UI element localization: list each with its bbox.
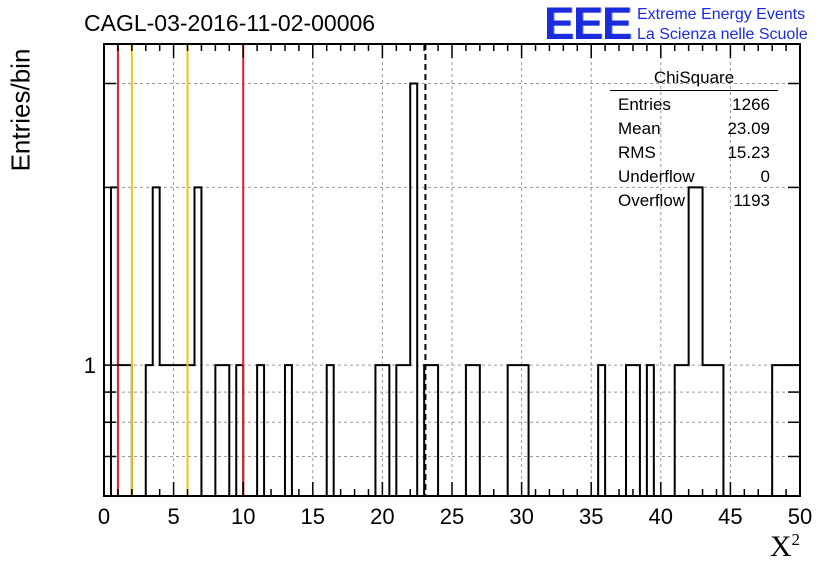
histogram-bin (515, 365, 522, 496)
histogram-bin (779, 365, 786, 496)
histogram-bin (236, 365, 243, 496)
histogram-bin (786, 365, 793, 496)
histogram-bin (710, 365, 717, 496)
x-axis-label-base: X (769, 530, 792, 563)
stats-value: 23.09 (727, 119, 770, 138)
x-tick-label: 35 (579, 504, 603, 529)
histogram-bin (626, 365, 633, 496)
x-axis-label: X2 (770, 530, 800, 564)
histogram-bin (174, 365, 181, 496)
histogram-bin (188, 365, 195, 496)
histogram-bin (327, 365, 334, 496)
stats-row-rms: RMS 15.23 (610, 141, 778, 165)
histogram-bin (403, 365, 410, 496)
histogram-bin (696, 187, 703, 496)
stats-label: Entries (618, 95, 671, 114)
histogram-bin (716, 365, 723, 496)
histogram-bin (410, 84, 417, 496)
histogram-bin (194, 187, 201, 496)
histogram-bin (793, 365, 800, 496)
stats-label: Overflow (618, 191, 686, 210)
stats-row-mean: Mean 23.09 (610, 117, 778, 141)
stats-label: Mean (618, 119, 661, 138)
histogram-bin (633, 365, 640, 496)
x-tick-label: 10 (231, 504, 255, 529)
histogram-bin (146, 365, 153, 496)
histogram-bin (473, 365, 480, 496)
histogram-bin (598, 365, 605, 496)
histogram-bin (285, 365, 292, 496)
histogram-bin (703, 365, 710, 496)
histogram-bin (153, 187, 160, 496)
histogram-bin (160, 365, 167, 496)
x-tick-label: 45 (718, 504, 742, 529)
histogram-bin (118, 365, 125, 496)
histogram-bin (125, 365, 132, 496)
x-tick-label: 40 (649, 504, 673, 529)
histogram-bin (431, 365, 438, 496)
x-tick-label: 25 (440, 504, 464, 529)
stats-box: ChiSquare Entries 1266 Mean 23.09 RMS 15… (610, 68, 778, 213)
stats-label: RMS (618, 143, 656, 162)
stats-box-title: ChiSquare (610, 68, 778, 91)
stats-row-entries: Entries 1266 (610, 93, 778, 117)
logo-line-1: Extreme Energy Events (637, 6, 806, 23)
histogram-bin (215, 365, 222, 496)
y-axis-label: Entries/bin (5, 48, 36, 172)
histogram-bin (396, 365, 403, 496)
x-tick-label: 20 (370, 504, 394, 529)
x-tick-label: 50 (788, 504, 812, 529)
histogram-bin (222, 365, 229, 496)
x-axis-label-superscript: 2 (791, 530, 801, 549)
x-tick-label: 15 (301, 504, 325, 529)
chart-title: CAGL-03-2016-11-02-00006 (84, 10, 376, 36)
histogram-bin (257, 365, 264, 496)
histogram-bin (375, 365, 382, 496)
x-tick-label: 0 (98, 504, 110, 529)
x-tick-label: 30 (509, 504, 533, 529)
histogram-bin (508, 365, 515, 496)
histogram-bin (382, 365, 389, 496)
y-tick-label: 1 (84, 353, 96, 378)
stats-value: 1193 (733, 191, 770, 210)
histogram-bin (167, 365, 174, 496)
stats-value: 15.23 (727, 143, 770, 162)
stats-value: 0 (760, 167, 770, 186)
stats-row-overflow: Overflow 1193 (610, 189, 778, 213)
stats-value: 1266 (732, 95, 770, 114)
eee-logo-text: Extreme Energy Events La Scienza nelle S… (637, 5, 808, 45)
y-axis-label-box: Entries/bin (6, 40, 36, 180)
stats-row-underflow: Underflow 0 (610, 165, 778, 189)
histogram-bin (772, 365, 779, 496)
histogram-bin (111, 187, 118, 496)
histogram-bin (689, 187, 696, 496)
logo-line-2: La Scienza nelle Scuole (637, 26, 808, 43)
histogram-bin (466, 365, 473, 496)
histogram-bin (682, 365, 689, 496)
stats-label: Underflow (618, 167, 695, 186)
x-tick-label: 5 (167, 504, 179, 529)
histogram-bin (522, 365, 529, 496)
histogram-bin (675, 365, 682, 496)
eee-logo-mark: EEE (544, 0, 632, 49)
histogram-bin (647, 365, 654, 496)
histogram-bin (181, 365, 188, 496)
